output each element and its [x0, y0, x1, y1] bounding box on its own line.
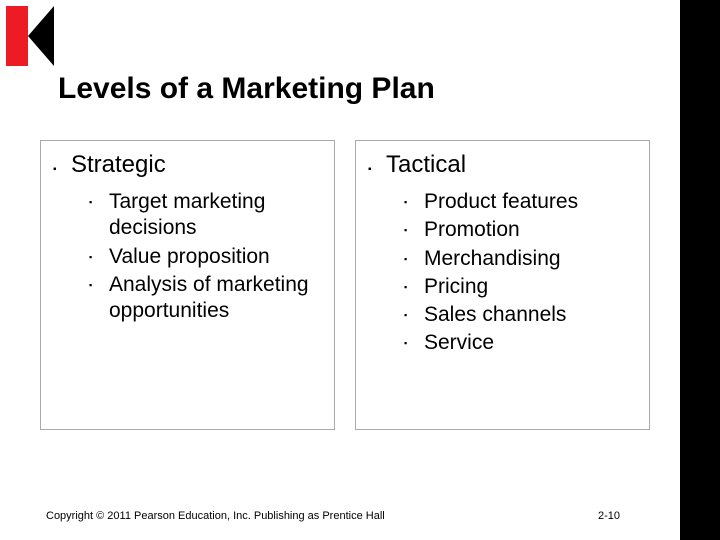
- bullet-icon: ▪: [368, 156, 386, 175]
- list-item: ▪ Target marketing decisions: [89, 189, 322, 242]
- bullet-icon: ▪: [404, 246, 424, 264]
- bullet-icon: ▪: [404, 217, 424, 235]
- strategic-items: ▪ Target marketing decisions ▪ Value pro…: [53, 189, 322, 324]
- column-strategic: ▪ Strategic ▪ Target marketing decisions…: [40, 140, 335, 430]
- brand-logo: [6, 6, 54, 66]
- bullet-icon: ▪: [89, 272, 109, 290]
- list-item: ▪ Value proposition: [89, 244, 322, 270]
- tactical-items: ▪ Product features ▪ Promotion ▪ Merchan…: [368, 189, 637, 357]
- logo-arrow-icon: [28, 6, 54, 66]
- list-item: ▪ Sales channels: [404, 302, 637, 328]
- page-number: 2-10: [598, 510, 620, 522]
- item-text: Value proposition: [109, 244, 270, 270]
- bullet-icon: ▪: [404, 330, 424, 348]
- list-item: ▪ Analysis of marketing opportunities: [89, 272, 322, 325]
- content-columns: ▪ Strategic ▪ Target marketing decisions…: [40, 140, 650, 430]
- copyright-text: Copyright © 2011 Pearson Education, Inc.…: [46, 510, 385, 522]
- slide-area: Levels of a Marketing Plan ▪ Strategic ▪…: [0, 0, 680, 540]
- slide-title: Levels of a Marketing Plan: [58, 72, 435, 106]
- item-text: Merchandising: [424, 246, 561, 272]
- logo-red-bar: [6, 6, 28, 66]
- bullet-icon: ▪: [53, 156, 71, 175]
- item-text: Promotion: [424, 217, 520, 243]
- item-text: Sales channels: [424, 302, 566, 328]
- bullet-icon: ▪: [404, 274, 424, 292]
- list-item: ▪ Service: [404, 330, 637, 356]
- bullet-icon: ▪: [89, 189, 109, 207]
- bullet-icon: ▪: [89, 244, 109, 262]
- item-text: Product features: [424, 189, 578, 215]
- item-text: Service: [424, 330, 494, 356]
- heading-tactical: ▪ Tactical: [368, 151, 637, 179]
- item-text: Target marketing decisions: [109, 189, 322, 242]
- heading-text: Tactical: [386, 151, 466, 179]
- list-item: ▪ Promotion: [404, 217, 637, 243]
- item-text: Pricing: [424, 274, 488, 300]
- bullet-icon: ▪: [404, 302, 424, 320]
- list-item: ▪ Pricing: [404, 274, 637, 300]
- column-tactical: ▪ Tactical ▪ Product features ▪ Promotio…: [355, 140, 650, 430]
- list-item: ▪ Merchandising: [404, 246, 637, 272]
- heading-text: Strategic: [71, 151, 166, 179]
- list-item: ▪ Product features: [404, 189, 637, 215]
- heading-strategic: ▪ Strategic: [53, 151, 322, 179]
- item-text: Analysis of marketing opportunities: [109, 272, 322, 325]
- bullet-icon: ▪: [404, 189, 424, 207]
